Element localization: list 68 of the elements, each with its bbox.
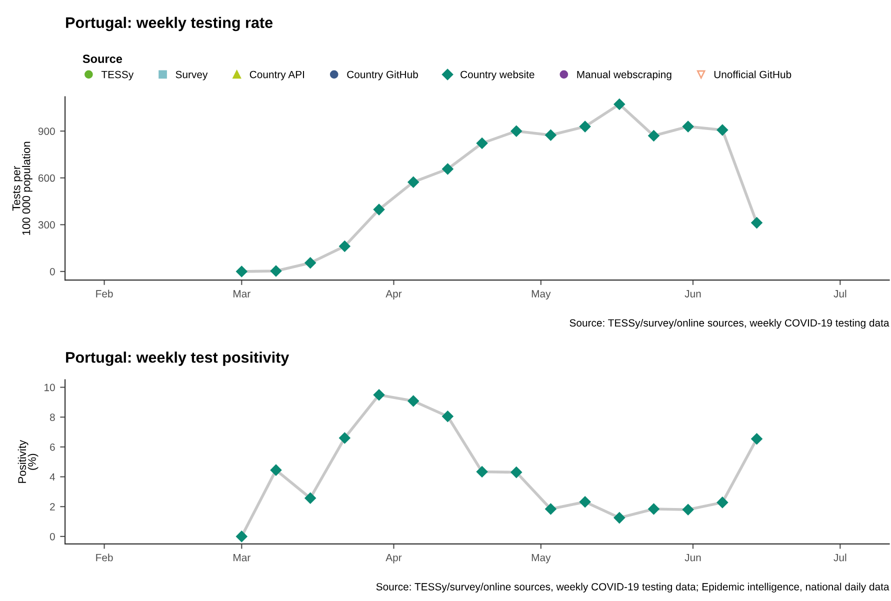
y-tick-label: 900 <box>38 128 55 135</box>
point <box>510 466 522 478</box>
point <box>408 176 419 188</box>
point <box>442 163 454 175</box>
legend-label: Unofficial GitHub <box>714 70 792 78</box>
y-tick-label: 2 <box>50 503 55 510</box>
y-axis-title: Tests per 100 000 population <box>12 142 32 235</box>
point <box>682 504 694 516</box>
chart-title: Portugal: weekly testing rate <box>66 16 273 32</box>
point <box>716 496 728 508</box>
y-tick-label: 0 <box>50 532 55 540</box>
x-tick-label: Feb <box>96 554 113 562</box>
point <box>408 395 419 407</box>
point <box>236 530 248 542</box>
legend-label: Country website <box>460 70 534 80</box>
point <box>476 466 488 478</box>
x-tick-label: Mar <box>234 554 250 562</box>
point <box>545 503 556 515</box>
y-tick-label: 4 <box>50 473 56 481</box>
point <box>751 217 762 228</box>
point <box>614 512 626 524</box>
point <box>270 265 282 277</box>
point <box>270 464 282 476</box>
y-tick-label: 600 <box>38 174 55 182</box>
legend-label: Country API <box>250 70 304 80</box>
point <box>545 130 556 141</box>
legend-label: TESSy <box>101 70 134 80</box>
legend-label: Survey <box>176 70 208 80</box>
y-tick-label: 0 <box>50 268 55 276</box>
point <box>339 432 350 444</box>
legend-title: Source <box>82 54 122 64</box>
point <box>716 124 728 136</box>
x-tick-label: May <box>532 554 551 564</box>
x-tick-label: Jul <box>834 290 846 298</box>
point <box>579 496 591 508</box>
x-tick-label: Apr <box>386 290 402 300</box>
y-tick-label: 8 <box>50 414 55 421</box>
x-tick-label: Jul <box>834 554 846 562</box>
legend-label: Country GitHub <box>347 70 418 80</box>
x-tick-label: Apr <box>386 554 402 564</box>
x-tick-label: Jun <box>684 554 701 562</box>
point <box>648 130 660 142</box>
point <box>304 492 316 504</box>
y-tick-label: 10 <box>44 384 55 392</box>
point <box>442 410 454 422</box>
y-tick-label: 6 <box>50 443 55 451</box>
point <box>751 433 762 445</box>
legend-label: Manual webscraping <box>577 70 672 80</box>
point <box>614 98 626 110</box>
source-note: Source: TESSy/survey/online sources, weekly COVID-19 testing data <box>570 318 890 329</box>
source-note: Source: TESSy/survey/online sources, weekly COVID-19 testing data; Epidemic intelligence, national daily data <box>376 582 890 593</box>
y-tick-label: 300 <box>38 221 55 229</box>
x-tick-label: Jun <box>684 290 701 298</box>
point <box>510 125 522 137</box>
point <box>648 503 660 515</box>
point <box>236 266 248 278</box>
point <box>339 240 350 252</box>
point <box>579 120 591 132</box>
point <box>304 257 316 269</box>
x-tick-label: Mar <box>234 290 250 298</box>
point <box>373 204 385 216</box>
point <box>476 138 488 149</box>
point <box>373 389 385 401</box>
x-tick-label: Feb <box>96 290 113 298</box>
chart-title: Portugal: weekly test positivity <box>66 352 290 366</box>
x-tick-label: May <box>532 290 551 300</box>
point <box>682 120 694 132</box>
y-axis-title: Positivity (%) <box>18 440 38 483</box>
